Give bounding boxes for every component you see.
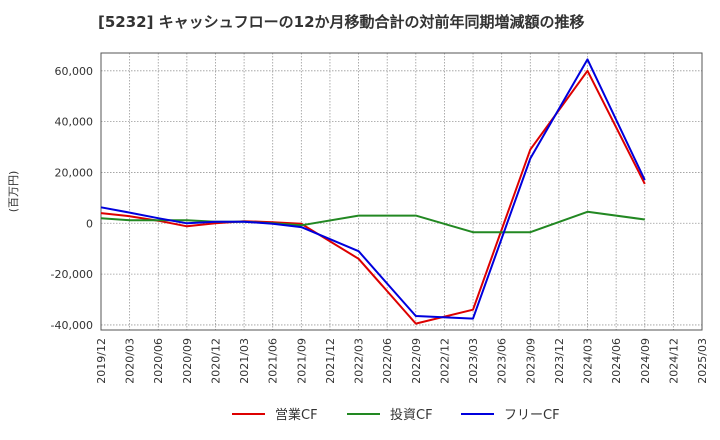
y-tick-label: 40,000: [55, 116, 94, 129]
x-tick-label: 2020/09: [181, 338, 194, 384]
plot-border: [100, 52, 703, 331]
x-tick-label: 2020/03: [124, 338, 137, 384]
x-tick-label: 2020/06: [152, 338, 165, 384]
x-tick-label: 2021/03: [238, 338, 251, 384]
x-tick-label: 2022/03: [353, 338, 366, 384]
x-tick-label: 2024/12: [667, 338, 680, 384]
x-tick-label: 2025/03: [696, 338, 709, 384]
chart-title: [5232] キャッシュフローの12か月移動合計の対前年同期増減額の推移: [98, 13, 585, 31]
x-tick-label: 2019/12: [95, 338, 108, 384]
x-tick-label: 2023/06: [496, 338, 509, 384]
x-tick-label: 2023/03: [467, 338, 480, 384]
x-tick-label: 2021/09: [295, 338, 308, 384]
x-tick-label: 2020/12: [209, 338, 222, 384]
series-line-1: [100, 69, 646, 325]
x-tick-label: 2021/06: [267, 338, 280, 384]
x-tick-label: 2022/09: [410, 338, 423, 384]
y-tick-label: 0: [86, 217, 93, 230]
legend-label-3: フリーCF: [504, 408, 560, 423]
x-tick-label: 2023/12: [553, 338, 566, 384]
series-line-2: [100, 210, 645, 234]
x-tick-label: 2022/12: [438, 338, 451, 384]
legend-label-1: 営業CF: [275, 407, 318, 423]
x-tick-label: 2021/12: [324, 338, 337, 384]
x-tick-label: 2024/06: [610, 338, 623, 384]
y-axis-label: (百万円): [7, 171, 20, 213]
x-tick-label: 2024/03: [582, 338, 595, 384]
y-tick-label: -20,000: [51, 268, 93, 281]
x-tick-label: 2023/09: [524, 338, 537, 384]
legend-label-2: 投資CF: [390, 407, 433, 423]
y-tick-label: 20,000: [55, 166, 94, 179]
x-tick-label: 2022/06: [381, 338, 394, 384]
y-tick-label: 60,000: [55, 65, 94, 78]
y-tick-label: -40,000: [51, 319, 93, 332]
plot-area: [101, 53, 702, 330]
x-tick-label: 2024/09: [639, 338, 652, 384]
series-line-3: [100, 58, 646, 320]
